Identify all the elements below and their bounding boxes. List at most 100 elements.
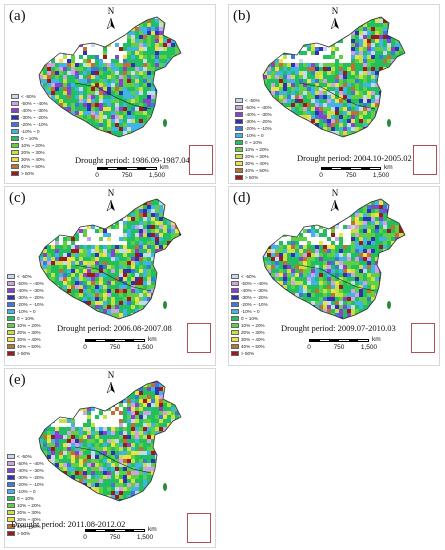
north-arrow-icon: N <box>105 7 117 30</box>
panel-label: (c) <box>9 190 26 206</box>
legend-label: -20% ~ -10% <box>21 122 48 127</box>
china-border <box>38 198 182 320</box>
legend-item: > 50% <box>7 530 44 537</box>
legend-label: < -50% <box>17 454 32 459</box>
panel-label: (b) <box>233 8 251 24</box>
legend-label: 40% ~ 50% <box>245 168 269 173</box>
scale-bar-graphic <box>85 529 145 532</box>
legend: < -50% -50% ~ -40% -40% ~ -30% -30% ~ -20% -… <box>7 453 44 537</box>
legend-item: -50% ~ -40% <box>235 104 272 111</box>
scale-unit: km <box>372 336 381 343</box>
legend-label: -40% ~ -30% <box>245 112 272 117</box>
legend-swatch <box>235 161 243 166</box>
legend-label: 30% ~ 40% <box>17 517 41 522</box>
legend-label: -40% ~ -30% <box>17 468 44 473</box>
scale-tick-label: 0 <box>319 172 323 179</box>
legend-swatch <box>235 133 243 138</box>
drought-period-text: Drought period: 2011.08-2012.02 <box>11 519 126 529</box>
legend-swatch <box>11 157 19 162</box>
legend-item: -30% ~ -20% <box>7 474 44 481</box>
legend-item: > 50% <box>11 170 48 177</box>
legend-label: < -50% <box>17 274 32 279</box>
legend-swatch <box>7 295 15 300</box>
legend-swatch <box>11 94 19 99</box>
scale-tick-label: 1,500 <box>372 172 390 179</box>
legend-swatch <box>11 136 19 141</box>
scale-bar-graphic <box>309 339 369 342</box>
north-arrow-icon: N <box>105 371 117 394</box>
china-border <box>38 380 182 502</box>
legend-swatch <box>231 316 239 321</box>
legend-label: -20% ~ -10% <box>245 126 272 131</box>
drought-period-text: Drought period: 1986.09-1987.04 <box>75 155 190 165</box>
legend-item: -40% ~ -30% <box>235 111 272 118</box>
legend-label: > 50% <box>17 351 31 356</box>
legend-label: -50% ~ -40% <box>17 461 44 466</box>
legend-item: 40% ~ 50% <box>231 343 268 350</box>
legend-label: 40% ~ 50% <box>21 164 45 169</box>
legend-swatch <box>11 101 19 106</box>
south-china-sea-inset <box>187 513 211 543</box>
legend-item: 20% ~ 30% <box>11 149 48 156</box>
legend-label: 0 ~ 10% <box>17 496 34 501</box>
legend-swatch <box>231 309 239 314</box>
legend-item: 0 ~ 10% <box>7 495 44 502</box>
scale-tick-label: 1,500 <box>360 344 378 351</box>
legend-label: -30% ~ -20% <box>17 295 44 300</box>
legend-item: 0 ~ 10% <box>11 135 48 142</box>
legend-item: 30% ~ 40% <box>7 336 44 343</box>
scale-tick-label: 1,500 <box>148 172 166 179</box>
legend-swatch <box>235 147 243 152</box>
legend-label: 20% ~ 30% <box>241 330 265 335</box>
legend-item: > 50% <box>231 350 268 357</box>
legend-item: -40% ~ -30% <box>231 287 268 294</box>
legend-swatch <box>235 112 243 117</box>
north-arrow-icon: N <box>329 189 341 212</box>
legend-item: > 50% <box>235 174 272 181</box>
legend-swatch <box>7 309 15 314</box>
legend-swatch <box>7 503 15 508</box>
legend-label: -20% ~ -10% <box>17 482 44 487</box>
scale-unit: km <box>160 164 169 171</box>
legend: < -50% -50% ~ -40% -40% ~ -30% -30% ~ -20% -… <box>11 93 48 177</box>
taiwan-island <box>163 119 167 127</box>
legend-swatch <box>231 295 239 300</box>
legend-item: -10% ~ 0 <box>231 308 268 315</box>
scale-tick-label: 1,500 <box>136 534 154 541</box>
scale-tick-label: 0 <box>307 344 311 351</box>
legend-item: 20% ~ 30% <box>231 329 268 336</box>
taiwan-island <box>387 119 391 127</box>
legend-label: > 50% <box>245 175 259 180</box>
legend-label: 20% ~ 30% <box>17 510 41 515</box>
legend-swatch <box>231 351 239 356</box>
legend-label: -10% ~ 0 <box>245 133 264 138</box>
legend-swatch <box>7 475 15 480</box>
legend: < -50% -50% ~ -40% -40% ~ -30% -30% ~ -20% -… <box>231 273 268 357</box>
legend-swatch <box>11 115 19 120</box>
legend-item: -40% ~ -30% <box>7 467 44 474</box>
legend-item: -10% ~ 0 <box>7 488 44 495</box>
south-china-sea-inset <box>411 323 435 353</box>
legend-swatch <box>7 337 15 342</box>
china-map-c <box>38 198 182 320</box>
legend-swatch <box>231 323 239 328</box>
legend-item: 10% ~ 20% <box>231 322 268 329</box>
south-china-sea-inset <box>187 323 211 353</box>
legend-item: -30% ~ -20% <box>235 118 272 125</box>
legend-item: 10% ~ 20% <box>7 502 44 509</box>
legend-swatch <box>235 168 243 173</box>
scale-tick-label: 0 <box>83 534 87 541</box>
legend-item: 30% ~ 40% <box>11 156 48 163</box>
legend-item: -30% ~ -20% <box>231 294 268 301</box>
legend-item: -40% ~ -30% <box>11 107 48 114</box>
legend-label: 30% ~ 40% <box>21 157 45 162</box>
legend-label: > 50% <box>21 171 35 176</box>
legend-label: -30% ~ -20% <box>17 475 44 480</box>
map-panel-a: (a) N < -50% -50% ~ -40% -40% ~ -30% -30% ~… <box>4 4 216 184</box>
legend-item: < -50% <box>7 453 44 460</box>
legend-swatch <box>235 126 243 131</box>
scale-tick-label: 750 <box>345 172 357 179</box>
legend-label: -30% ~ -20% <box>241 295 268 300</box>
south-china-sea-inset <box>413 145 437 175</box>
legend-label: < -50% <box>245 98 260 103</box>
